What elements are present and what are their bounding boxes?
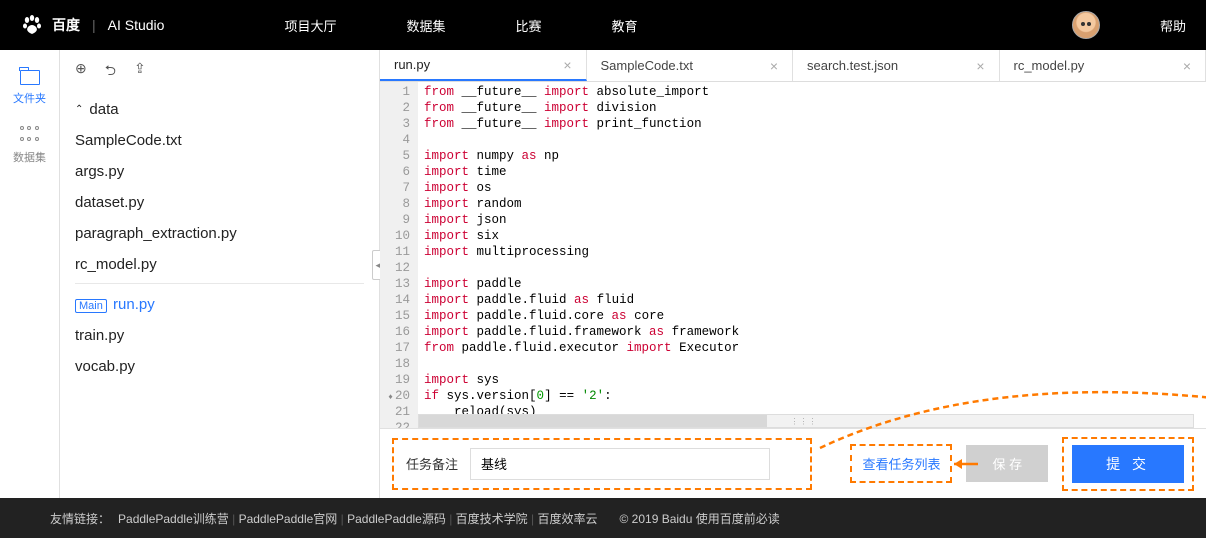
- editor-tabs: run.py×SampleCode.txt×search.test.json×r…: [380, 50, 1206, 82]
- tree-file-paragraph_extraction-py[interactable]: paragraph_extraction.py: [75, 218, 364, 249]
- view-tasks-link[interactable]: 查看任务列表: [862, 457, 940, 472]
- task-note-input[interactable]: [470, 448, 770, 480]
- save-button[interactable]: 保 存: [966, 445, 1048, 482]
- footer-link[interactable]: PaddlePaddle训练营: [118, 512, 229, 526]
- main: 文件夹 数据集 ⊕ ⮌ ⇪ ⌃ dataSampleCode.txtargs.p…: [0, 50, 1206, 498]
- tab-search-test-json[interactable]: search.test.json×: [793, 50, 1000, 81]
- tree-file-args-py[interactable]: args.py: [75, 156, 364, 187]
- footer: 友情链接： PaddlePaddle训练营 | PaddlePaddle官网 |…: [0, 498, 1206, 538]
- view-tasks-box: 查看任务列表: [850, 444, 952, 483]
- tab-rc_model-py[interactable]: rc_model.py×: [1000, 50, 1206, 81]
- top-nav: 项目大厅 数据集 比赛 教育: [284, 16, 637, 35]
- footer-label: 友情链接：: [50, 510, 110, 527]
- logo-studio-text: AI Studio: [108, 17, 165, 33]
- horizontal-scrollbar[interactable]: ⋮⋮⋮: [418, 414, 1194, 428]
- tree-folder-data[interactable]: ⌃ data: [75, 94, 364, 125]
- file-panel: ⊕ ⮌ ⇪ ⌃ dataSampleCode.txtargs.pydataset…: [60, 50, 380, 498]
- logo-baidu-text: 百度: [52, 15, 80, 35]
- tree-file-dataset-py[interactable]: dataset.py: [75, 187, 364, 218]
- tree-file-rc_model-py[interactable]: rc_model.py: [75, 249, 364, 284]
- folder-icon: [20, 70, 40, 85]
- submit-box: 提 交: [1062, 437, 1194, 491]
- footer-link[interactable]: PaddlePaddle源码: [347, 512, 446, 526]
- left-sidebar: 文件夹 数据集: [0, 50, 60, 498]
- topbar: 百度 | AI Studio 项目大厅 数据集 比赛 教育 帮助: [0, 0, 1206, 50]
- submit-button[interactable]: 提 交: [1072, 445, 1184, 483]
- new-file-icon[interactable]: ⊕: [75, 60, 87, 84]
- footer-copyright: © 2019 Baidu 使用百度前必读: [620, 510, 780, 527]
- file-tree: ⌃ dataSampleCode.txtargs.pydataset.pypar…: [60, 94, 379, 382]
- close-icon[interactable]: ×: [563, 57, 571, 73]
- nav-datasets[interactable]: 数据集: [406, 16, 445, 35]
- close-icon[interactable]: ×: [976, 58, 984, 74]
- tree-file-vocab-py[interactable]: vocab.py: [75, 351, 364, 382]
- nav-education[interactable]: 教育: [612, 16, 638, 35]
- sidebar-files-label: 文件夹: [13, 90, 46, 106]
- upload-icon[interactable]: ⇪: [134, 60, 146, 84]
- tree-file-SampleCode-txt[interactable]: SampleCode.txt: [75, 125, 364, 156]
- footer-link[interactable]: 百度技术学院: [456, 512, 528, 526]
- nav-competition[interactable]: 比赛: [516, 16, 542, 35]
- sidebar-files[interactable]: 文件夹: [13, 70, 46, 106]
- avatar[interactable]: [1072, 11, 1100, 39]
- tree-file-train-py[interactable]: train.py: [75, 320, 364, 351]
- scrollbar-thumb[interactable]: [419, 415, 767, 427]
- close-icon[interactable]: ×: [1183, 58, 1191, 74]
- task-note-label: 任务备注: [406, 454, 458, 473]
- bottom-bar: 任务备注 查看任务列表 保 存 提 交: [380, 428, 1206, 498]
- logo[interactable]: 百度 | AI Studio: [20, 13, 164, 37]
- footer-link[interactable]: 百度效率云: [537, 512, 597, 526]
- footer-link[interactable]: PaddlePaddle官网: [239, 512, 338, 526]
- editor-area: ◀ run.py×SampleCode.txt×search.test.json…: [380, 50, 1206, 498]
- tab-run-py[interactable]: run.py×: [380, 50, 587, 81]
- sidebar-datasets[interactable]: 数据集: [13, 126, 46, 165]
- help-link[interactable]: 帮助: [1160, 16, 1186, 35]
- sidebar-datasets-label: 数据集: [13, 149, 46, 165]
- nav-projects[interactable]: 项目大厅: [284, 16, 336, 35]
- new-folder-icon[interactable]: ⮌: [105, 60, 116, 84]
- logo-divider: |: [92, 17, 96, 33]
- file-toolbar: ⊕ ⮌ ⇪: [60, 60, 379, 94]
- scrollbar-grip: ⋮⋮⋮: [791, 417, 818, 426]
- task-note-box: 任务备注: [392, 438, 812, 490]
- tab-SampleCode-txt[interactable]: SampleCode.txt×: [587, 50, 794, 81]
- close-icon[interactable]: ×: [770, 58, 778, 74]
- tree-file-run-py[interactable]: Main run.py: [75, 289, 364, 320]
- dataset-icon: [20, 126, 40, 144]
- baidu-paw-icon: [20, 13, 44, 37]
